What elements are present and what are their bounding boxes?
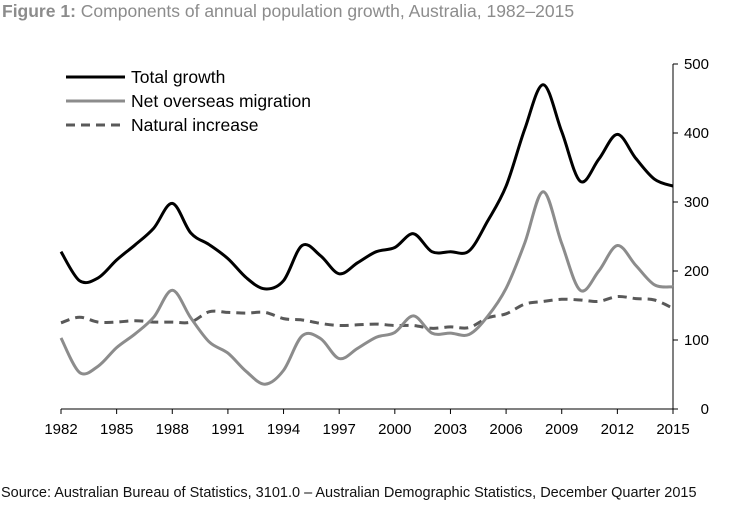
series-line-net-overseas-migration	[59, 190, 674, 386]
chart-axes: 1982 1985 1988 1991 1994 1997 2000 2003 2006 2009…	[44, 56, 709, 438]
y-tick-label: 100	[684, 332, 709, 349]
x-tick-label: 1997	[322, 421, 355, 438]
source-note: Source: Australian Bureau of Statistics,…	[1, 485, 697, 501]
x-tick-label: 1994	[267, 421, 300, 438]
x-tick-label: 2003	[434, 421, 467, 438]
x-tick-label: 1988	[156, 421, 189, 438]
y-tick-label: 0	[701, 401, 709, 418]
x-tick-label: 2015	[656, 421, 689, 438]
x-tick-label: 2006	[489, 421, 522, 438]
chart-legend: Total growth Net overseas migration Natura…	[66, 67, 311, 135]
legend-label-net-overseas-migration: Net overseas migration	[131, 91, 311, 111]
y-tick-label: 400	[684, 125, 709, 142]
x-tick-label: 1982	[44, 421, 77, 438]
y-tick-label: 300	[684, 194, 709, 211]
series-line-total-growth	[59, 83, 674, 291]
figure-title: Figure 1: Components of annual populatio…	[2, 1, 574, 22]
legend-label-total-growth: Total growth	[131, 67, 225, 87]
chart-series	[59, 83, 674, 386]
x-tick-label: 2012	[601, 421, 634, 438]
figure-title-text: Components of annual population growth, …	[80, 1, 575, 21]
series-line-natural-increase	[60, 294, 674, 330]
figure-label: Figure 1:	[2, 1, 76, 21]
y-tick-label: 200	[684, 263, 709, 280]
y-tick-label: 500	[684, 56, 709, 73]
x-tick-label: 1985	[100, 421, 133, 438]
legend-label-natural-increase: Natural increase	[131, 115, 258, 135]
x-tick-label: 2009	[545, 421, 578, 438]
x-tick-label: 2000	[378, 421, 411, 438]
x-tick-label: 1991	[211, 421, 244, 438]
